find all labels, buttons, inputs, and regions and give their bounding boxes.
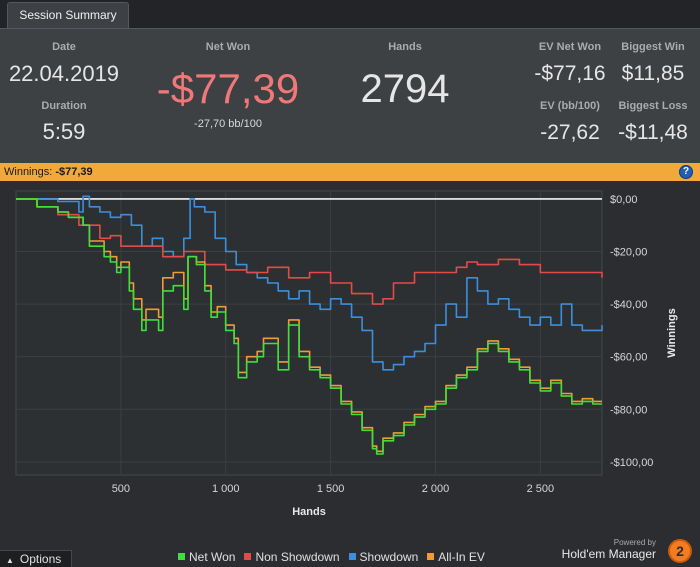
brand-name: Hold'em Manager — [561, 547, 656, 561]
legend-item[interactable]: Showdown — [348, 550, 419, 564]
footer: ▲ Options Net Won Non Showdown Showdown All-… — [0, 533, 700, 567]
ev-net-won-value: -$77,16 — [534, 62, 606, 85]
biggest-loss-value: -$11,48 — [618, 121, 688, 144]
biggest-win-label: Biggest Win — [621, 41, 685, 53]
x-tick-label: 1 000 — [212, 483, 240, 495]
legend-swatch — [244, 553, 252, 560]
date-label: Date — [52, 41, 76, 53]
ev-bb100-value: -27,62 — [540, 121, 600, 144]
legend-label: Non Showdown — [255, 550, 340, 564]
hands-value: 2794 — [360, 67, 450, 111]
biggest-win-value: $11,85 — [621, 62, 685, 85]
chevron-up-icon: ▲ — [6, 556, 14, 565]
y-tick-label: -$40,00 — [610, 299, 647, 311]
options-button[interactable]: ▲ Options — [0, 550, 72, 567]
legend-swatch — [348, 553, 356, 560]
help-icon[interactable]: ? — [679, 165, 693, 179]
x-axis-title: Hands — [292, 506, 326, 518]
ev-bb100-label: EV (bb/100) — [540, 100, 600, 112]
x-tick-label: 1 500 — [317, 483, 345, 495]
winnings-chart: 500 1 000 1 500 2 000 2 500 $0,00 -$20,00 -$40,… — [0, 181, 700, 533]
plot-area — [15, 190, 603, 476]
series-line-non-showdown — [16, 198, 603, 305]
y-tick-label: $0,00 — [610, 194, 638, 206]
legend-item[interactable]: All-In EV — [427, 550, 485, 564]
powered-by-text: Powered by — [613, 538, 656, 547]
tab-session-summary[interactable]: Session Summary — [7, 2, 129, 28]
net-won-value: -$77,39 — [156, 65, 300, 112]
y-tick-label: -$60,00 — [610, 352, 647, 364]
date-value: 22.04.2019 — [8, 61, 120, 86]
x-tick-label: 500 — [112, 483, 130, 495]
chart-legend: Net Won Non Showdown Showdown All-In EV — [178, 550, 494, 564]
series-line-showdown — [16, 195, 603, 371]
winnings-value: -$77,39 — [55, 166, 93, 178]
legend-item[interactable]: Non Showdown — [244, 550, 340, 564]
duration-label: Duration — [41, 100, 87, 112]
series-line-net-won — [16, 198, 602, 455]
biggest-loss-label: Biggest Loss — [618, 100, 688, 112]
ev-net-won-label: EV Net Won — [538, 41, 602, 53]
net-won-label: Net Won — [205, 41, 251, 53]
legend-label: Net Won — [189, 550, 236, 564]
y-tick-label: -$20,00 — [610, 246, 647, 258]
duration-value: 5:59 — [42, 119, 86, 144]
x-tick-label: 2 500 — [527, 483, 555, 495]
y-tick-label: -$100,00 — [610, 457, 653, 469]
y-tick-label: -$80,00 — [610, 404, 647, 416]
hands-label: Hands — [388, 41, 422, 53]
net-won-bb100: -27,70 bb/100 — [194, 118, 262, 130]
winnings-bar: Winnings: -$77,39 ? — [0, 163, 700, 181]
legend-item[interactable]: Net Won — [178, 550, 235, 564]
session-summary-panel: Date 22.04.2019 Duration 5:59 Net Won -$… — [0, 28, 700, 163]
legend-swatch — [178, 553, 185, 560]
y-axis-title: Winnings — [666, 308, 678, 357]
holdem-manager-logo: 2 — [668, 539, 692, 563]
legend-swatch — [427, 553, 435, 560]
winnings-graph: 500 1 000 1 500 2 000 2 500 $0,00 -$20,00 -$40,… — [15, 190, 678, 518]
legend-label: Showdown — [359, 550, 419, 564]
tab-bar: Session Summary — [0, 0, 700, 28]
legend-label: All-In EV — [438, 550, 485, 564]
winnings-label: Winnings: — [4, 166, 53, 178]
x-tick-label: 2 000 — [422, 483, 450, 495]
options-label: Options — [19, 552, 62, 566]
